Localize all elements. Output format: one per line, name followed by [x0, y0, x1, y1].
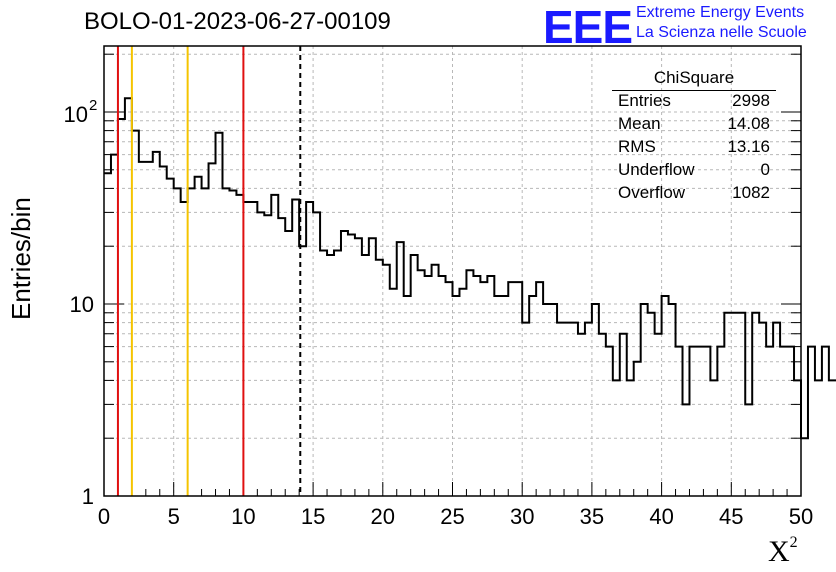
y-axis-label: Entries/bin: [6, 197, 36, 320]
y-tick-exponent: 2: [89, 97, 97, 114]
x-tick-label: 20: [371, 504, 395, 529]
x-axis-label: X2: [768, 534, 798, 568]
stats-row-overflow: Overflow 1082: [618, 183, 770, 202]
plot-frame: [103, 45, 802, 497]
stats-row-entries: Entries 2998: [618, 91, 770, 110]
logo-line-2: La Scienza nelle Scuole: [636, 24, 807, 41]
logo-mark: EEE: [543, 1, 633, 53]
histogram-step-line: [104, 97, 836, 440]
stats-row-mean: Mean 14.08: [618, 114, 770, 133]
x-tick-label: 0: [98, 504, 110, 529]
x-tick-label: 30: [510, 504, 534, 529]
x-tick-label: 10: [231, 504, 255, 529]
marker-lines: [116, 46, 302, 496]
x-tick-label: 25: [440, 504, 464, 529]
y-tick-label: 1: [82, 484, 94, 509]
x-tick-label: 35: [580, 504, 604, 529]
logo-line-1: Extreme Energy Events: [636, 4, 805, 21]
histogram-bars: [104, 97, 836, 440]
stats-row-underflow: Underflow 0: [618, 160, 770, 179]
x-tick-label: 50: [789, 504, 813, 529]
x-tick-label: 15: [301, 504, 325, 529]
stats-row-rms: RMS 13.16: [618, 137, 770, 156]
y-tick-label: 10: [64, 102, 88, 127]
x-tick-label: 40: [649, 504, 673, 529]
grid-lines: [104, 46, 801, 496]
stats-title: ChiSquare: [612, 68, 776, 91]
stats-box: ChiSquare Entries 2998 Mean 14.08 RMS 13.16…: [612, 68, 776, 206]
y-tick-label: 10: [70, 292, 94, 317]
chart-title: BOLO-01-2023-06-27-00109: [84, 8, 391, 35]
x-tick-label: 45: [719, 504, 743, 529]
x-tick-label: 5: [168, 504, 180, 529]
